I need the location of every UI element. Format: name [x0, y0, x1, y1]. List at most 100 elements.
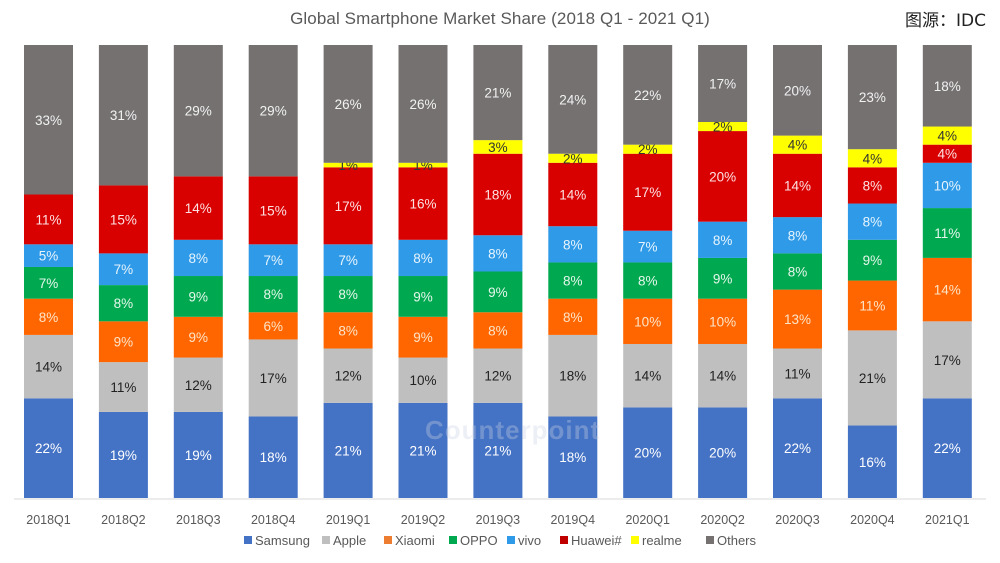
data-label-vivo-2019Q3: 8%	[488, 246, 508, 261]
bar-segment-oppo-2019Q3	[473, 271, 523, 313]
x-tick-label-2020Q2: 2020Q2	[700, 513, 745, 527]
bar-segment-xiaomi-2020Q4	[847, 280, 897, 331]
bar-segment-huawei-2019Q3	[473, 153, 523, 236]
bar-segment-huawei-2018Q3	[173, 176, 223, 240]
bar-segment-others-2019Q1	[323, 45, 373, 163]
bar-segment-apple-2018Q4	[248, 339, 298, 417]
bar-2021Q1: 22% 17% 14% 11% 10% 4% 4% 18%	[922, 45, 972, 498]
data-label-xiaomi-2020Q3: 13%	[784, 312, 811, 327]
bar-segment-oppo-2020Q3	[773, 253, 822, 290]
chart-title: Global Smartphone Market Share (2018 Q1 …	[290, 9, 710, 28]
bar-segment-realme-2020Q3	[773, 135, 822, 154]
data-label-realme-2019Q3: 3%	[488, 140, 508, 155]
data-label-huawei-2019Q1: 17%	[335, 199, 362, 214]
bar-segment-others-2018Q1	[24, 45, 73, 195]
data-label-xiaomi-2018Q3: 9%	[189, 330, 209, 345]
data-label-xiaomi-2018Q2: 9%	[114, 335, 134, 350]
x-tick-label-2019Q3: 2019Q3	[476, 513, 521, 527]
x-tick-label-2020Q1: 2020Q1	[625, 513, 670, 527]
bar-segment-samsung-2021Q1	[922, 398, 972, 498]
bar-segment-vivo-2019Q3	[473, 235, 523, 272]
bar-segment-oppo-2020Q1	[623, 262, 673, 299]
data-label-vivo-2019Q2: 8%	[413, 251, 433, 266]
data-label-samsung-2020Q2: 20%	[709, 446, 736, 461]
bar-segment-vivo-2019Q2	[398, 239, 448, 277]
data-label-oppo-2018Q2: 8%	[114, 296, 134, 311]
legend-label-huawei: Huawei#	[571, 533, 622, 548]
legend-swatch-vivo	[507, 536, 515, 544]
data-label-huawei-2018Q3: 14%	[185, 201, 212, 216]
bar-segment-huawei-2019Q4	[548, 162, 598, 227]
bar-segment-apple-2020Q3	[773, 348, 822, 399]
source-note: 图源：IDC	[905, 11, 986, 31]
legend-label-vivo: vivo	[518, 533, 541, 548]
legend: Samsung Apple Xiaomi OPPO vivo Huawei# realme O…	[244, 533, 757, 548]
data-label-apple-2019Q1: 12%	[335, 369, 362, 384]
data-label-others-2021Q1: 18%	[934, 79, 961, 94]
data-label-others-2019Q4: 24%	[559, 92, 586, 107]
x-tick-label-2019Q4: 2019Q4	[551, 513, 596, 527]
data-label-apple-2021Q1: 17%	[934, 353, 961, 368]
data-label-apple-2018Q2: 11%	[110, 380, 136, 395]
data-label-vivo-2021Q1: 10%	[934, 178, 961, 193]
bar-segment-others-2020Q4	[847, 45, 897, 150]
bar-segment-others-2020Q2	[698, 45, 748, 123]
data-label-huawei-2020Q3: 14%	[784, 178, 811, 193]
bar-segment-huawei-2020Q3	[773, 153, 822, 218]
data-label-vivo-2019Q4: 8%	[563, 237, 583, 252]
data-label-oppo-2020Q4: 9%	[863, 253, 883, 268]
data-label-realme-2020Q4: 4%	[863, 151, 883, 166]
x-tick-label-2020Q4: 2020Q4	[850, 513, 895, 527]
bar-segment-vivo-2020Q1	[623, 230, 673, 263]
bar-segment-others-2020Q3	[773, 45, 822, 136]
bar-2018Q4: 18% 17% 6% 8% 7% 15% 29%	[248, 45, 298, 498]
legend-swatch-oppo	[449, 536, 457, 544]
data-label-samsung-2019Q4: 18%	[559, 450, 586, 465]
legend-label-realme: realme	[642, 533, 682, 548]
bar-segment-samsung-2020Q2	[698, 407, 748, 498]
data-label-others-2020Q3: 20%	[784, 83, 811, 98]
data-label-oppo-2021Q1: 11%	[934, 226, 960, 241]
bar-segment-samsung-2018Q2	[98, 411, 148, 498]
data-label-realme-2020Q2: 2%	[713, 120, 733, 135]
x-tick-label-2018Q4: 2018Q4	[251, 513, 296, 527]
bar-segment-vivo-2020Q2	[698, 221, 748, 258]
data-label-samsung-2020Q3: 22%	[784, 441, 811, 456]
data-label-vivo-2018Q1: 5%	[39, 249, 59, 264]
bar-segment-apple-2018Q2	[98, 362, 148, 412]
bar-segment-oppo-2021Q1	[922, 208, 972, 258]
data-label-samsung-2020Q4: 16%	[859, 455, 886, 470]
data-label-apple-2018Q3: 12%	[185, 378, 212, 393]
bar-segment-samsung-2018Q3	[173, 411, 223, 498]
data-label-realme-2021Q1: 4%	[938, 129, 958, 144]
bar-2018Q3: 19% 12% 9% 9% 8% 14% 29%	[173, 45, 223, 498]
legend-label-samsung: Samsung	[255, 533, 310, 548]
data-label-huawei-2021Q1: 4%	[938, 147, 958, 162]
bar-segment-xiaomi-2018Q1	[24, 298, 73, 335]
bar-segment-xiaomi-2018Q2	[98, 321, 148, 363]
bar-segment-xiaomi-2019Q3	[473, 312, 523, 349]
data-label-oppo-2019Q4: 8%	[563, 274, 583, 289]
bar-2018Q1: 22% 14% 8% 7% 5% 11% 33%	[24, 45, 73, 498]
data-label-others-2020Q2: 17%	[709, 77, 736, 92]
data-label-huawei-2018Q1: 11%	[35, 212, 61, 227]
bar-segment-apple-2019Q1	[323, 348, 373, 403]
x-tick-labels: 2018Q1 2018Q2 2018Q3 2018Q4 2019Q1 2019Q2 2019…	[26, 513, 969, 527]
bar-segment-others-2019Q4	[548, 45, 598, 154]
bar-segment-vivo-2020Q4	[847, 203, 897, 240]
bar-segment-xiaomi-2020Q1	[623, 298, 673, 344]
data-label-xiaomi-2020Q4: 11%	[859, 298, 885, 313]
bar-segment-others-2019Q3	[473, 45, 523, 141]
data-label-samsung-2019Q1: 21%	[335, 443, 362, 458]
legend-swatch-apple	[322, 536, 330, 544]
data-label-samsung-2020Q1: 20%	[634, 446, 661, 461]
bar-2019Q3: 21% 12% 8% 9% 8% 18% 3% 21%	[473, 45, 523, 498]
legend-swatch-realme	[631, 536, 639, 544]
bar-segment-samsung-2019Q3	[473, 402, 523, 498]
bar-segment-huawei-2019Q2	[398, 167, 448, 240]
data-label-xiaomi-2020Q1: 10%	[634, 314, 661, 329]
bar-segment-xiaomi-2020Q3	[773, 289, 822, 349]
bar-segment-oppo-2019Q4	[548, 262, 598, 299]
bar-segment-oppo-2018Q4	[248, 276, 298, 313]
